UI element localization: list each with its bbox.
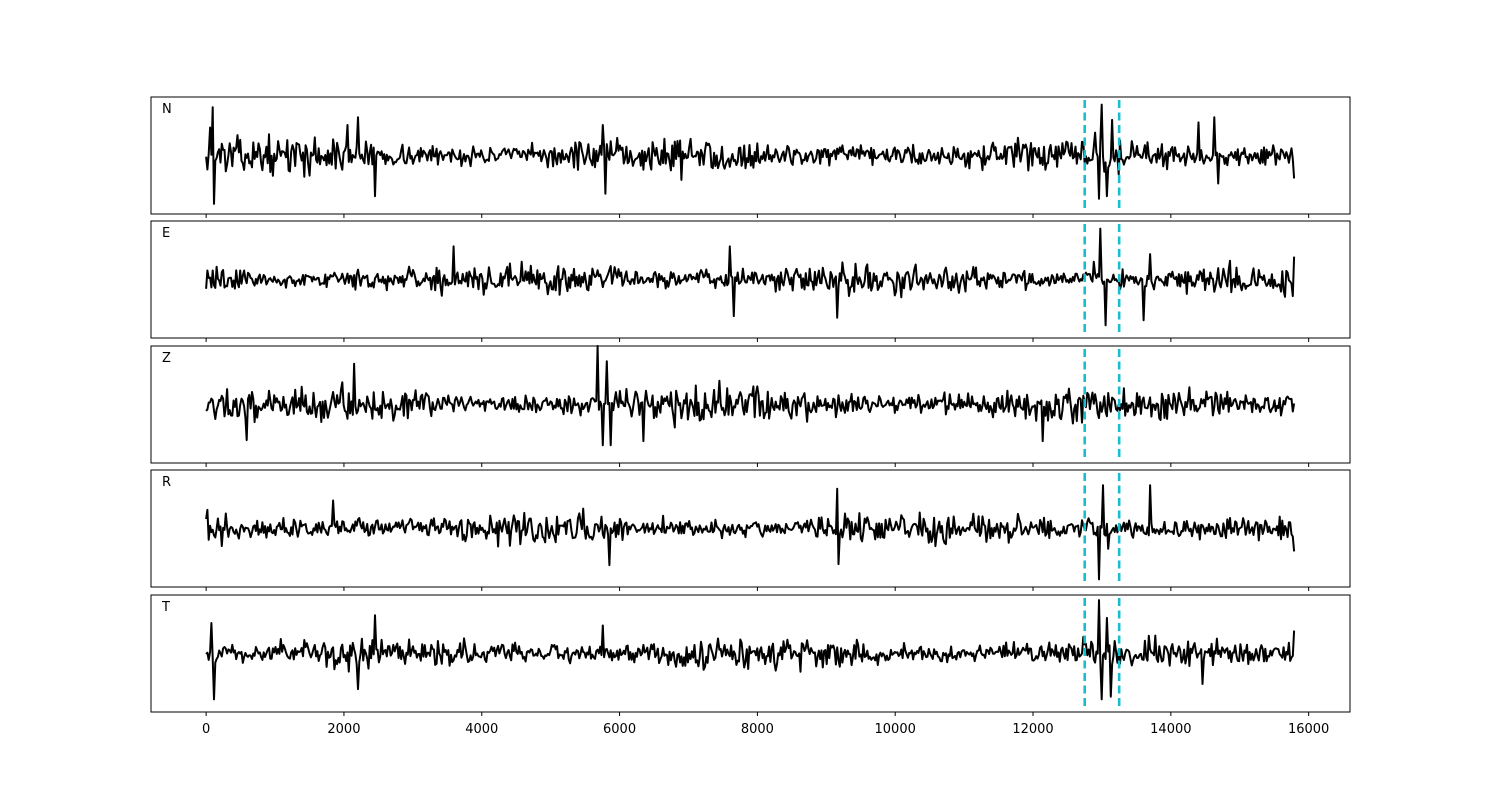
x-tick-label: 14000 — [1150, 722, 1191, 737]
trace-e — [205, 227, 1296, 327]
trace-z — [205, 345, 1296, 447]
x-tick-label: 6000 — [603, 722, 636, 737]
x-tick-label: 12000 — [1012, 722, 1053, 737]
panel-label-e: E — [162, 226, 170, 241]
panel-label-t: T — [161, 600, 170, 615]
panel-frame — [150, 345, 1351, 464]
panel-label-z: Z — [162, 351, 171, 366]
panel-label-n: N — [162, 102, 172, 117]
trace-t — [205, 599, 1296, 701]
x-tick-label: 0 — [202, 722, 210, 737]
x-tick-label: 2000 — [327, 722, 360, 737]
panel-frame — [150, 220, 1351, 339]
panels-layer: N E Z R T — [150, 96, 1351, 716]
trace-n — [205, 103, 1296, 205]
panel-r: R — [150, 469, 1351, 591]
panel-label-r: R — [162, 475, 171, 490]
panel-frame — [150, 594, 1351, 713]
trace-r — [205, 484, 1296, 581]
panel-n: N — [150, 96, 1351, 218]
x-axis: 0 2000 4000 6000 8000 10000 12000 14000 16000 — [202, 722, 1329, 737]
panel-frame — [150, 469, 1351, 588]
x-tick-label: 4000 — [465, 722, 498, 737]
x-tick-label: 8000 — [741, 722, 774, 737]
x-tick-label: 10000 — [875, 722, 916, 737]
panel-z: Z — [150, 345, 1351, 467]
panel-t: T — [150, 594, 1351, 716]
x-tick-label: 16000 — [1288, 722, 1329, 737]
panel-frame — [150, 96, 1351, 215]
panel-e: E — [150, 220, 1351, 342]
